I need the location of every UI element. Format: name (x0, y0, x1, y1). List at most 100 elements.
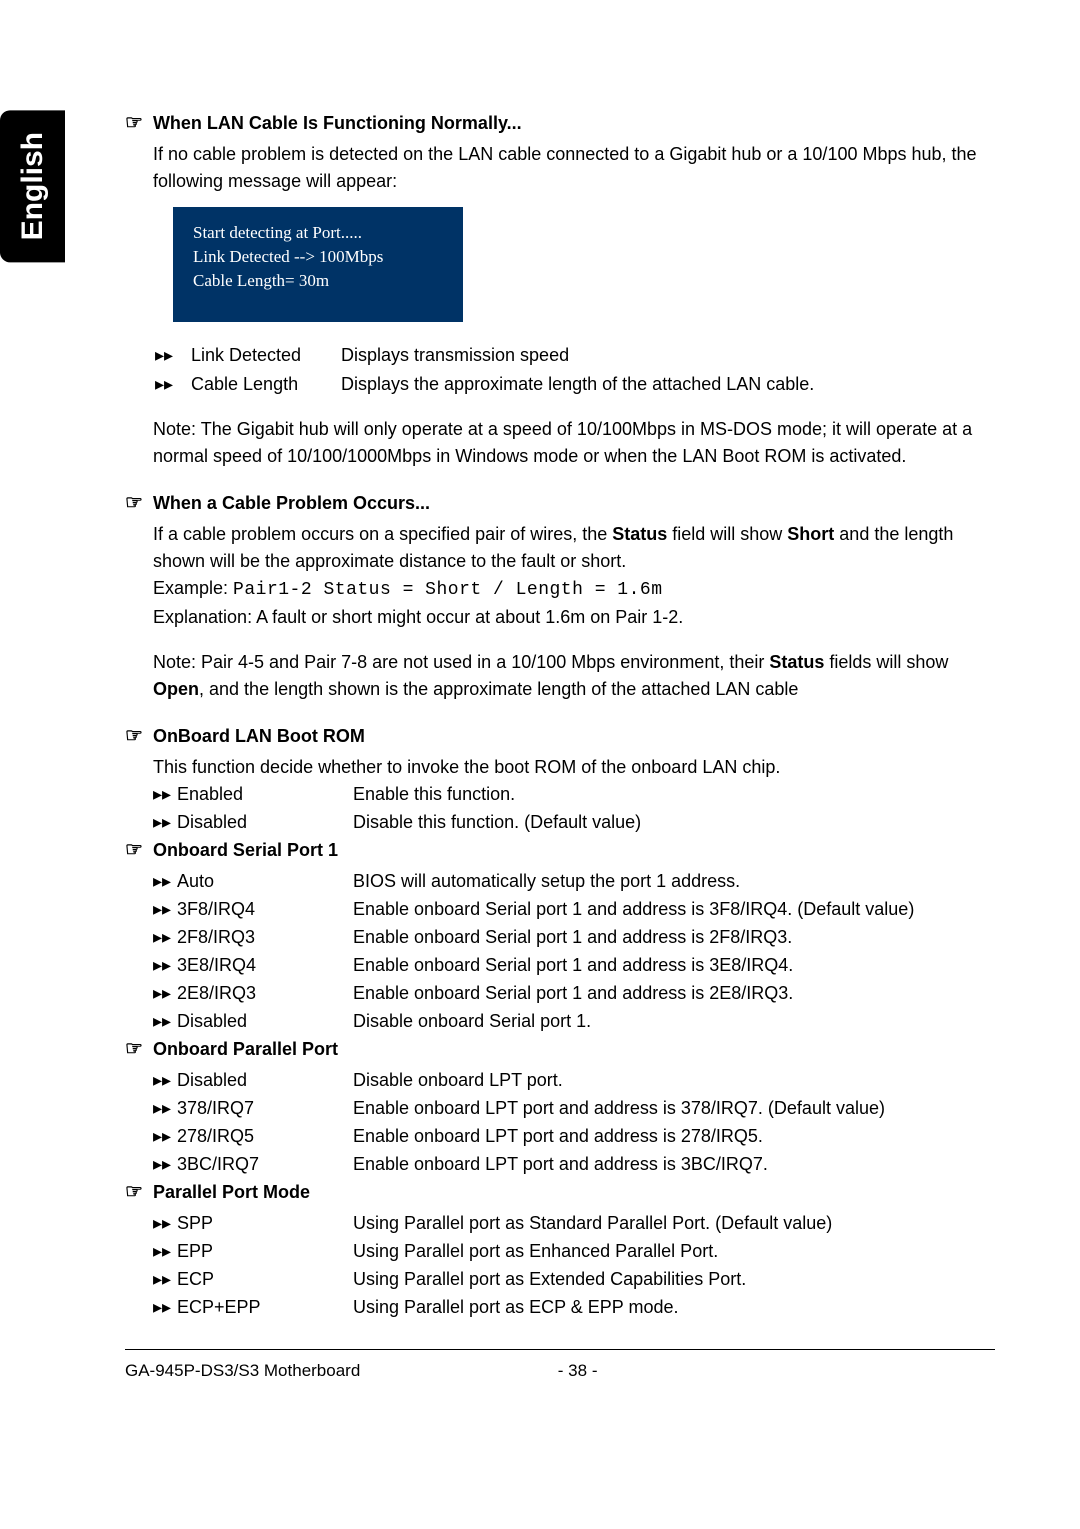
arrow-icon: ▸▸ (153, 1123, 177, 1150)
option-row: ▸▸SPPUsing Parallel port as Standard Par… (153, 1210, 995, 1237)
option-desc: Enable onboard Serial port 1 and address… (353, 896, 995, 923)
option-desc: Using Parallel port as Standard Parallel… (353, 1210, 995, 1237)
arrow-icon: ▸▸ (153, 1210, 177, 1237)
option-row: ▸▸DisabledDisable this function. (Defaul… (153, 809, 995, 836)
option-label: EPP (177, 1238, 353, 1265)
arrow-icon: ▸▸ (153, 809, 177, 836)
option-desc: BIOS will automatically setup the port 1… (353, 868, 995, 895)
text: field will show (667, 524, 787, 544)
arrow-icon: ▸▸ (153, 868, 177, 895)
arrow-icon: ▸▸ (155, 342, 191, 369)
page-footer: GA-945P-DS3/S3 Motherboard - 38 - (125, 1358, 995, 1384)
note: Note: The Gigabit hub will only operate … (153, 416, 995, 470)
option-row: ▸▸3E8/IRQ4Enable onboard Serial port 1 a… (153, 952, 995, 979)
paragraph: If a cable problem occurs on a specified… (153, 521, 995, 575)
pointer-icon: ☞ (125, 110, 143, 136)
option-label: 2E8/IRQ3 (177, 980, 353, 1007)
option-row: ▸▸DisabledDisable onboard LPT port. (153, 1067, 995, 1094)
arrow-icon: ▸▸ (153, 1095, 177, 1122)
arrow-icon: ▸▸ (153, 1266, 177, 1293)
option-desc: Disable onboard LPT port. (353, 1067, 995, 1094)
option-desc: Using Parallel port as Enhanced Parallel… (353, 1238, 995, 1265)
option-label: ECP (177, 1266, 353, 1293)
message-line: Link Detected --> 100Mbps (193, 245, 443, 269)
code-text: Pair1-2 Status = Short / Length = 1.6m (233, 580, 662, 600)
option-row: ▸▸378/IRQ7Enable onboard LPT port and ad… (153, 1095, 995, 1122)
option-label: SPP (177, 1210, 353, 1237)
option-desc: Enable this function. (353, 781, 995, 808)
item-desc: Displays transmission speed (341, 342, 995, 369)
message-line: Start detecting at Port..... (193, 221, 443, 245)
pointer-icon: ☞ (125, 1036, 143, 1062)
divider (125, 1349, 995, 1350)
footer-left: GA-945P-DS3/S3 Motherboard (125, 1358, 360, 1384)
section-title: Onboard Parallel Port (153, 1036, 338, 1063)
option-desc: Using Parallel port as ECP & EPP mode. (353, 1294, 995, 1321)
paragraph: If no cable problem is detected on the L… (153, 141, 995, 195)
option-row: ▸▸278/IRQ5Enable onboard LPT port and ad… (153, 1123, 995, 1150)
option-desc: Enable onboard Serial port 1 and address… (353, 980, 995, 1007)
text-bold: Status (769, 652, 824, 672)
option-desc: Enable onboard LPT port and address is 2… (353, 1123, 995, 1150)
arrow-icon: ▸▸ (153, 1008, 177, 1035)
section-lan-normal: ☞ When LAN Cable Is Functioning Normally… (125, 110, 995, 470)
section-title: OnBoard LAN Boot ROM (153, 723, 365, 750)
option-desc: Disable this function. (Default value) (353, 809, 995, 836)
option-desc: Enable onboard LPT port and address is 3… (353, 1095, 995, 1122)
item-desc: Displays the approximate length of the a… (341, 371, 995, 398)
arrow-icon: ▸▸ (153, 1151, 177, 1178)
pointer-icon: ☞ (125, 723, 143, 749)
text: Example: (153, 578, 233, 598)
option-label: Disabled (177, 1067, 353, 1094)
option-row: ▸▸2F8/IRQ3Enable onboard Serial port 1 a… (153, 924, 995, 951)
text-bold: Short (787, 524, 834, 544)
arrow-icon: ▸▸ (153, 1067, 177, 1094)
page-content: ☞ When LAN Cable Is Functioning Normally… (125, 110, 995, 1384)
option-label: 3E8/IRQ4 (177, 952, 353, 979)
pointer-icon: ☞ (125, 490, 143, 516)
option-label: ECP+EPP (177, 1294, 353, 1321)
option-label: Disabled (177, 1008, 353, 1035)
arrow-icon: ▸▸ (153, 980, 177, 1007)
item-label: Cable Length (191, 371, 341, 398)
option-label: 278/IRQ5 (177, 1123, 353, 1150)
arrow-icon: ▸▸ (153, 952, 177, 979)
list-item: ▸▸ Cable Length Displays the approximate… (155, 371, 995, 398)
list-item: ▸▸ Link Detected Displays transmission s… (155, 342, 995, 369)
option-row: ▸▸DisabledDisable onboard Serial port 1. (153, 1008, 995, 1035)
arrow-icon: ▸▸ (153, 896, 177, 923)
arrow-icon: ▸▸ (153, 1238, 177, 1265)
text: , and the length shown is the approximat… (199, 679, 798, 699)
option-desc: Enable onboard Serial port 1 and address… (353, 952, 995, 979)
paragraph: This function decide whether to invoke t… (153, 754, 995, 781)
section-serial: ☞ Onboard Serial Port 1 ▸▸AutoBIOS will … (125, 837, 995, 1035)
option-row: ▸▸3F8/IRQ4Enable onboard Serial port 1 a… (153, 896, 995, 923)
arrow-icon: ▸▸ (153, 924, 177, 951)
footer-page-number: - 38 - (558, 1358, 598, 1384)
section-parallel: ☞ Onboard Parallel Port ▸▸DisabledDisabl… (125, 1036, 995, 1178)
option-label: 3F8/IRQ4 (177, 896, 353, 923)
note: Note: Pair 4-5 and Pair 7-8 are not used… (153, 649, 995, 703)
option-row: ▸▸ECPUsing Parallel port as Extended Cap… (153, 1266, 995, 1293)
arrow-icon: ▸▸ (155, 371, 191, 398)
option-label: 2F8/IRQ3 (177, 924, 353, 951)
example-line: Example: Pair1-2 Status = Short / Length… (153, 575, 995, 604)
pointer-icon: ☞ (125, 1179, 143, 1205)
option-desc: Enable onboard LPT port and address is 3… (353, 1151, 995, 1178)
option-label: Auto (177, 868, 353, 895)
text-bold: Status (612, 524, 667, 544)
option-row: ▸▸2E8/IRQ3Enable onboard Serial port 1 a… (153, 980, 995, 1007)
language-tab: English (0, 110, 65, 262)
arrow-icon: ▸▸ (153, 781, 177, 808)
message-line: Cable Length= 30m (193, 269, 443, 293)
text: If a cable problem occurs on a specified… (153, 524, 612, 544)
text-bold: Open (153, 679, 199, 699)
section-bootrom: ☞ OnBoard LAN Boot ROM This function dec… (125, 723, 995, 836)
text: Note: Pair 4-5 and Pair 7-8 are not used… (153, 652, 769, 672)
section-title: Parallel Port Mode (153, 1179, 310, 1206)
section-title: When LAN Cable Is Functioning Normally..… (153, 110, 522, 137)
option-row: ▸▸EPPUsing Parallel port as Enhanced Par… (153, 1238, 995, 1265)
text: fields will show (824, 652, 948, 672)
option-desc: Using Parallel port as Extended Capabili… (353, 1266, 995, 1293)
message-box: Start detecting at Port..... Link Detect… (173, 207, 463, 322)
